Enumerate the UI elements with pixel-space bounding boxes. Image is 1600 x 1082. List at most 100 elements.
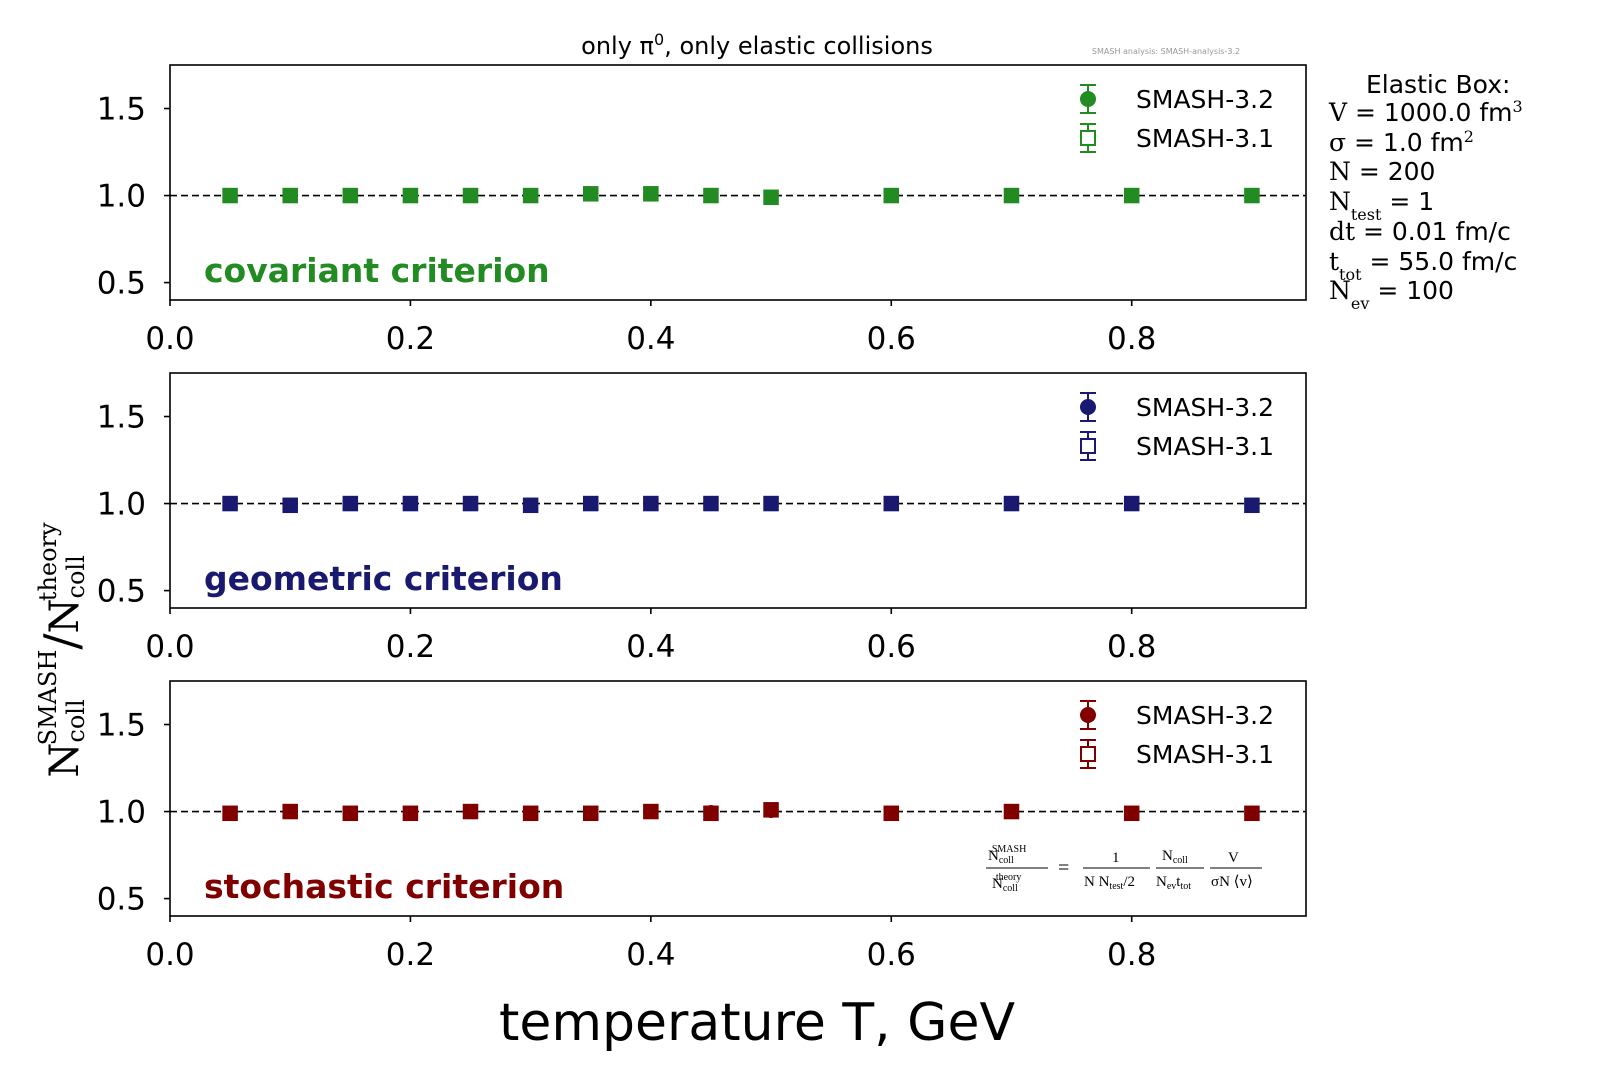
title-text: only π <box>581 32 654 60</box>
legend-marker-smash-3-1 <box>1080 130 1096 146</box>
legend-marker-smash-3-2 <box>1080 91 1096 107</box>
y-tick-label: 1.5 <box>97 708 146 744</box>
panel-covariant: 0.0 0.2 0.4 0.6 0.80.51.01.5 SMASH-3.2SMASH-3… <box>97 64 1307 357</box>
legend: SMASH-3.2 SMASH-3.1 <box>1080 700 1274 769</box>
x-tick-label: 0.4 <box>626 629 675 665</box>
panel-label-covariant: covariant criterion <box>204 251 550 290</box>
point-smash-3-2 <box>343 189 357 203</box>
point-smash-3-2 <box>1245 189 1259 203</box>
y-tick-label: 0.5 <box>97 574 146 610</box>
point-smash-3-2 <box>1125 497 1139 511</box>
point-smash-3-2 <box>403 497 417 511</box>
point-smash-3-2 <box>764 805 778 819</box>
info-line: Ntest = 1 <box>1329 187 1434 224</box>
formula-lhs-den: Ncolltheory <box>992 872 1021 894</box>
legend-label-smash-3-1: SMASH-3.1 <box>1136 124 1274 153</box>
chart-title: only π0, only elastic collisions <box>581 30 933 61</box>
panel-geometric: 0.0 0.2 0.4 0.6 0.80.51.01.5 SMASH-3.2SMASH-3… <box>97 372 1307 665</box>
y-tick-label: 1.5 <box>97 92 146 128</box>
point-smash-3-2 <box>464 497 478 511</box>
x-tick-label: 0.6 <box>867 321 916 357</box>
legend-label-smash-3-2: SMASH-3.2 <box>1136 701 1274 730</box>
point-smash-3-2 <box>884 189 898 203</box>
formula-f3-den: σN ⟨v⟩ <box>1211 874 1253 890</box>
point-smash-3-2 <box>524 498 538 512</box>
point-smash-3-2 <box>524 806 538 820</box>
x-tick-label: 0.8 <box>1107 937 1156 973</box>
info-line: V = 1000.0 fm3 <box>1328 97 1523 128</box>
formula: NcollSMASH Ncolltheory = 1 N Ntest/2 Ncoll Nev… <box>986 844 1262 894</box>
legend-marker-smash-3-1 <box>1080 438 1096 454</box>
point-smash-3-2 <box>584 497 598 511</box>
x-tick-label: 0.8 <box>1107 321 1156 357</box>
formula-f2-den: Nevttot <box>1156 874 1191 892</box>
y-tick-label: 1.0 <box>97 795 146 831</box>
y-axis-label: NcollSMASH/Ncolltheory <box>34 522 90 778</box>
point-smash-3-2 <box>464 805 478 819</box>
point-smash-3-2 <box>283 805 297 819</box>
point-smash-3-2 <box>403 189 417 203</box>
point-smash-3-2 <box>403 806 417 820</box>
point-smash-3-2 <box>283 189 297 203</box>
info-box-title: Elastic Box: <box>1366 70 1510 99</box>
point-smash-3-2 <box>584 806 598 820</box>
point-smash-3-2 <box>704 497 718 511</box>
plot-frame <box>169 372 1307 609</box>
point-smash-3-2 <box>524 189 538 203</box>
legend-marker-smash-3-2 <box>1080 707 1096 723</box>
point-smash-3-2 <box>343 497 357 511</box>
point-smash-3-2 <box>1004 189 1018 203</box>
formula-f3-num: V <box>1228 850 1239 866</box>
info-line: Nev = 100 <box>1329 276 1454 313</box>
info-line: σ = 1.0 fm2 <box>1329 127 1474 158</box>
legend: SMASH-3.2 SMASH-3.1 <box>1080 392 1274 461</box>
y-tick-label: 1.0 <box>97 487 146 523</box>
x-tick-label: 0.4 <box>626 321 675 357</box>
x-tick-label: 0.8 <box>1107 629 1156 665</box>
panel-label-geometric: geometric criterion <box>204 559 563 598</box>
legend: SMASH-3.2 SMASH-3.1 <box>1080 84 1274 153</box>
x-tick-label: 0.4 <box>626 937 675 973</box>
point-smash-3-2 <box>584 187 598 201</box>
point-smash-3-2 <box>644 497 658 511</box>
point-smash-3-2 <box>223 806 237 820</box>
x-tick-label: 0.0 <box>145 321 194 357</box>
legend-label-smash-3-2: SMASH-3.2 <box>1136 393 1274 422</box>
formula-equals: = <box>1058 857 1069 879</box>
y-label-text: NcollSMASH/Ncolltheory <box>34 522 90 778</box>
point-smash-3-2 <box>704 805 718 819</box>
point-smash-3-2 <box>283 498 297 512</box>
legend-label-smash-3-1: SMASH-3.1 <box>1136 740 1274 769</box>
legend-marker-smash-3-2 <box>1080 399 1096 415</box>
info-line: N = 200 <box>1329 157 1435 186</box>
legend-label-smash-3-2: SMASH-3.2 <box>1136 85 1274 114</box>
formula-f2-num: Ncoll <box>1162 848 1188 866</box>
x-tick-label: 0.0 <box>145 937 194 973</box>
watermark: SMASH analysis: SMASH-analysis-3.2 <box>1092 47 1240 56</box>
point-smash-3-2 <box>343 806 357 820</box>
formula-lhs-num: NcollSMASH <box>988 844 1026 866</box>
legend-label-smash-3-1: SMASH-3.1 <box>1136 432 1274 461</box>
y-tick-label: 0.5 <box>97 266 146 302</box>
point-smash-3-2 <box>764 497 778 511</box>
y-tick-label: 1.0 <box>97 179 146 215</box>
point-smash-3-2 <box>464 189 478 203</box>
x-tick-label: 0.6 <box>867 629 916 665</box>
point-smash-3-2 <box>884 497 898 511</box>
panels: 0.0 0.2 0.4 0.6 0.80.51.01.5 SMASH-3.2SMASH-3… <box>97 64 1307 973</box>
point-smash-3-2 <box>1125 189 1139 203</box>
x-tick-label: 0.2 <box>386 629 435 665</box>
plot-frame <box>169 680 1307 917</box>
point-smash-3-2 <box>644 805 658 819</box>
x-tick-label: 0.0 <box>145 629 194 665</box>
point-smash-3-2 <box>704 189 718 203</box>
point-smash-3-2 <box>223 497 237 511</box>
x-tick-label: 0.2 <box>386 321 435 357</box>
legend-marker-smash-3-1 <box>1080 746 1096 762</box>
info-line: dt = 0.01 fm/c <box>1329 217 1511 246</box>
point-smash-3-2 <box>1004 805 1018 819</box>
y-tick-label: 1.5 <box>97 400 146 436</box>
y-tick-label: 0.5 <box>97 882 146 918</box>
